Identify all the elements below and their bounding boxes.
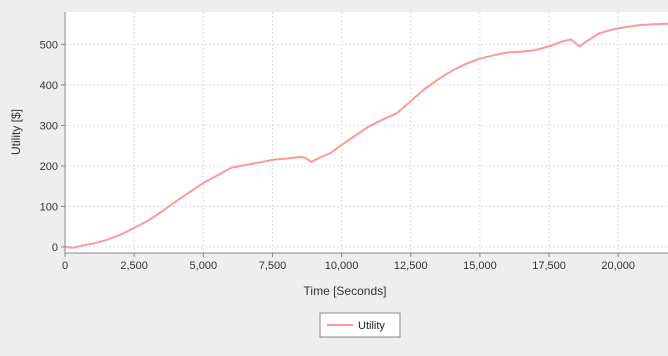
x-tick-label: 17,500 — [532, 260, 566, 272]
plot-area-background — [65, 12, 668, 253]
y-tick-label: 0 — [52, 242, 58, 254]
series-layer — [64, 22, 668, 249]
x-tick-label: 2,500 — [120, 260, 148, 272]
y-tick-label: 500 — [40, 39, 58, 51]
x-tick-label: 10,000 — [325, 260, 359, 272]
x-axis-ticks: 0 2,500 5,000 7,500 10,000 12,500 15,000 17,500… — [62, 253, 635, 272]
x-tick-label: 0 — [62, 260, 68, 272]
x-tick-label: 20,000 — [601, 260, 635, 272]
legend: Utility — [319, 312, 401, 338]
x-tick-label: 5,000 — [190, 260, 218, 272]
x-axis-title: Time [Seconds] — [304, 284, 387, 298]
y-tick-label: 400 — [40, 80, 58, 92]
series-line-utility — [64, 22, 668, 249]
grid — [64, 12, 668, 253]
y-axis-title: Utility [$] — [9, 109, 23, 155]
y-tick-label: 300 — [40, 120, 58, 132]
y-tick-label: 100 — [40, 201, 58, 213]
x-tick-label: 7,500 — [259, 260, 287, 272]
legend-label-utility: Utility — [358, 320, 385, 332]
x-tick-label: 15,000 — [463, 260, 497, 272]
x-tick-label: 12,500 — [394, 260, 428, 272]
y-axis-ticks: 0 100 200 300 400 500 — [40, 39, 65, 254]
y-tick-label: 200 — [40, 161, 58, 173]
